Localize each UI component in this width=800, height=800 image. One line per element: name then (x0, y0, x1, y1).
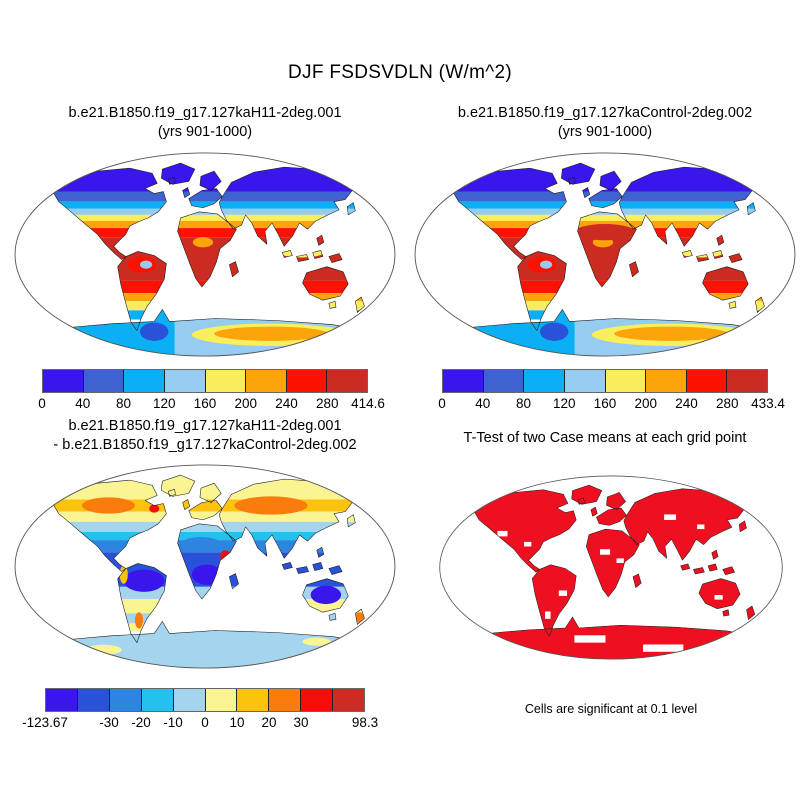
colorbar-segment (685, 370, 727, 392)
case1-title-line1: b.e21.B1850.f19_g17.127kaH11-2deg.001 (68, 105, 342, 121)
case2-title-line2: (yrs 901-1000) (557, 124, 653, 140)
world-map-case2 (414, 152, 796, 357)
diff-title-line2: - b.e21.B1850.f19_g17.127kaControl-2deg.… (53, 437, 357, 453)
colorbar-segment (604, 370, 646, 392)
colorbar-case1: 0 40 80 120 160 200 240 280 414.6 (38, 369, 385, 413)
colorbar-segment (645, 370, 686, 392)
colorbar-segment (332, 689, 365, 711)
colorbar-tick-label: 0 (201, 715, 209, 730)
colorbar-tick-label: 120 (152, 396, 176, 411)
colorbar-tick-label: 80 (515, 396, 532, 411)
page-title: DJF FSDSVDLN (W/m^2) (288, 62, 512, 83)
colorbar-tick-label: 240 (675, 396, 698, 411)
colorbar-tick-label: 40 (475, 396, 491, 411)
colorbar-tick-label: 433.4 (751, 396, 785, 411)
world-map-diff (14, 464, 396, 669)
colorbar-segment (245, 370, 286, 392)
panel-title-ttest: T-Test of two Case means at each grid po… (463, 430, 747, 446)
colorbar-segment (108, 689, 141, 711)
colorbar-segment (443, 370, 483, 392)
colorbar-tick-label: 80 (115, 396, 132, 411)
colorbar-case2-ticks: 0 40 80 120 160 200 240 280 433.4 (438, 396, 785, 413)
colorbar-diff-ticks: -123.67 -30 -20 -10 0 10 20 30 98.3 (22, 715, 378, 732)
colorbar-segment (326, 370, 367, 392)
colorbar-case1-bar (42, 369, 368, 393)
case2-title-line1: b.e21.B1850.f19_g17.127kaControl-2deg.00… (457, 105, 753, 121)
case1-title-line2: (yrs 901-1000) (157, 124, 253, 140)
colorbar-tick-label: 40 (75, 396, 91, 411)
colorbar-tick-label: 200 (234, 396, 258, 411)
colorbar-tick-label: 20 (261, 715, 277, 730)
panel-title-case2: b.e21.B1850.f19_g17.127kaControl-2deg.00… (410, 104, 800, 142)
colorbar-segment (140, 689, 173, 711)
world-map-ttest (439, 475, 783, 660)
colorbar-segment (82, 370, 124, 392)
colorbar-segment (236, 689, 269, 711)
colorbar-tick-label: -123.67 (22, 715, 68, 730)
colorbar-case2-bar (442, 369, 768, 393)
colorbar-segment (172, 689, 205, 711)
map-case1 (12, 149, 398, 361)
colorbar-tick-label: 0 (438, 396, 446, 411)
ttest-caption: Cells are significant at 0.1 level (524, 702, 698, 716)
colorbar-tick-label: 280 (315, 396, 339, 411)
colorbar-segment (204, 370, 246, 392)
colorbar-tick-label: 0 (38, 396, 46, 411)
colorbar-segment (123, 370, 164, 392)
colorbar-tick-label: 280 (715, 396, 739, 411)
colorbar-tick-label: -10 (163, 715, 183, 730)
colorbar-segment (726, 370, 767, 392)
colorbar-segment (46, 689, 77, 711)
world-map-case1 (14, 152, 396, 357)
colorbar-tick-label: 30 (293, 715, 309, 730)
colorbar-diff: -123.67 -30 -20 -10 0 10 20 30 98.3 (22, 688, 378, 732)
colorbar-diff-bar (45, 688, 365, 712)
colorbar-segment (285, 370, 327, 392)
colorbar-segment (523, 370, 564, 392)
map-diff (12, 461, 398, 673)
map-case2 (412, 149, 798, 361)
colorbar-segment (482, 370, 524, 392)
panel-title-diff: b.e21.B1850.f19_g17.127kaH11-2deg.001 - … (10, 417, 400, 455)
colorbar-tick-label: -30 (99, 715, 119, 730)
colorbar-tick-label: 160 (193, 396, 217, 411)
colorbar-segment (204, 689, 237, 711)
colorbar-segment (76, 689, 109, 711)
map-ttest (437, 466, 785, 670)
panel-title-case1: b.e21.B1850.f19_g17.127kaH11-2deg.001 (y… (10, 104, 400, 142)
colorbar-tick-label: 414.6 (351, 396, 385, 411)
colorbar-case2: 0 40 80 120 160 200 240 280 433.4 (438, 369, 785, 413)
colorbar-segment (300, 689, 333, 711)
colorbar-tick-label: 120 (552, 396, 576, 411)
colorbar-tick-label: 240 (275, 396, 298, 411)
colorbar-segment (563, 370, 605, 392)
colorbar-tick-label: 10 (229, 715, 245, 730)
colorbar-tick-label: 160 (593, 396, 617, 411)
colorbar-segment (268, 689, 301, 711)
diff-title-line1: b.e21.B1850.f19_g17.127kaH11-2deg.001 (68, 418, 342, 434)
colorbar-tick-label: 98.3 (351, 715, 379, 730)
colorbar-case1-ticks: 0 40 80 120 160 200 240 280 414.6 (38, 396, 385, 413)
colorbar-segment (43, 370, 83, 392)
colorbar-segment (163, 370, 205, 392)
colorbar-tick-label: 200 (634, 396, 658, 411)
colorbar-tick-label: -20 (131, 715, 151, 730)
